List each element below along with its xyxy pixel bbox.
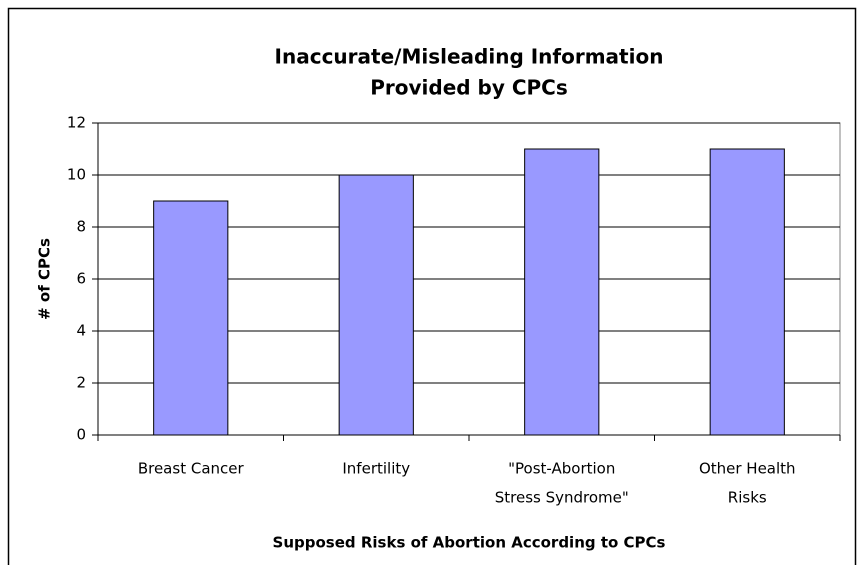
x-tick-label: Infertility xyxy=(342,460,410,478)
y-tick-label: 8 xyxy=(76,218,86,236)
y-tick-label: 10 xyxy=(67,166,86,184)
y-tick-label: 12 xyxy=(67,114,86,132)
chart-border xyxy=(7,7,857,565)
y-tick-label: 0 xyxy=(76,426,86,444)
bar xyxy=(709,148,785,436)
chart-title: Inaccurate/Misleading Information xyxy=(275,45,664,69)
bar xyxy=(338,174,414,436)
x-tick-label: "Post-Abortion xyxy=(508,460,615,478)
y-tick-label: 4 xyxy=(76,322,86,340)
x-tick-label: Other Health xyxy=(699,460,796,478)
chart-title: Provided by CPCs xyxy=(370,76,568,100)
y-axis-title: # of CPCs xyxy=(36,238,54,320)
y-tick-label: 2 xyxy=(76,374,86,392)
x-tick-label: Risks xyxy=(728,489,767,507)
x-tick-label: Stress Syndrome" xyxy=(495,489,629,507)
bar xyxy=(153,200,229,436)
y-tick-label: 6 xyxy=(76,270,86,288)
x-axis-title: Supposed Risks of Abortion According to … xyxy=(273,534,666,552)
bar xyxy=(524,148,600,436)
x-tick-label: Breast Cancer xyxy=(138,460,245,478)
